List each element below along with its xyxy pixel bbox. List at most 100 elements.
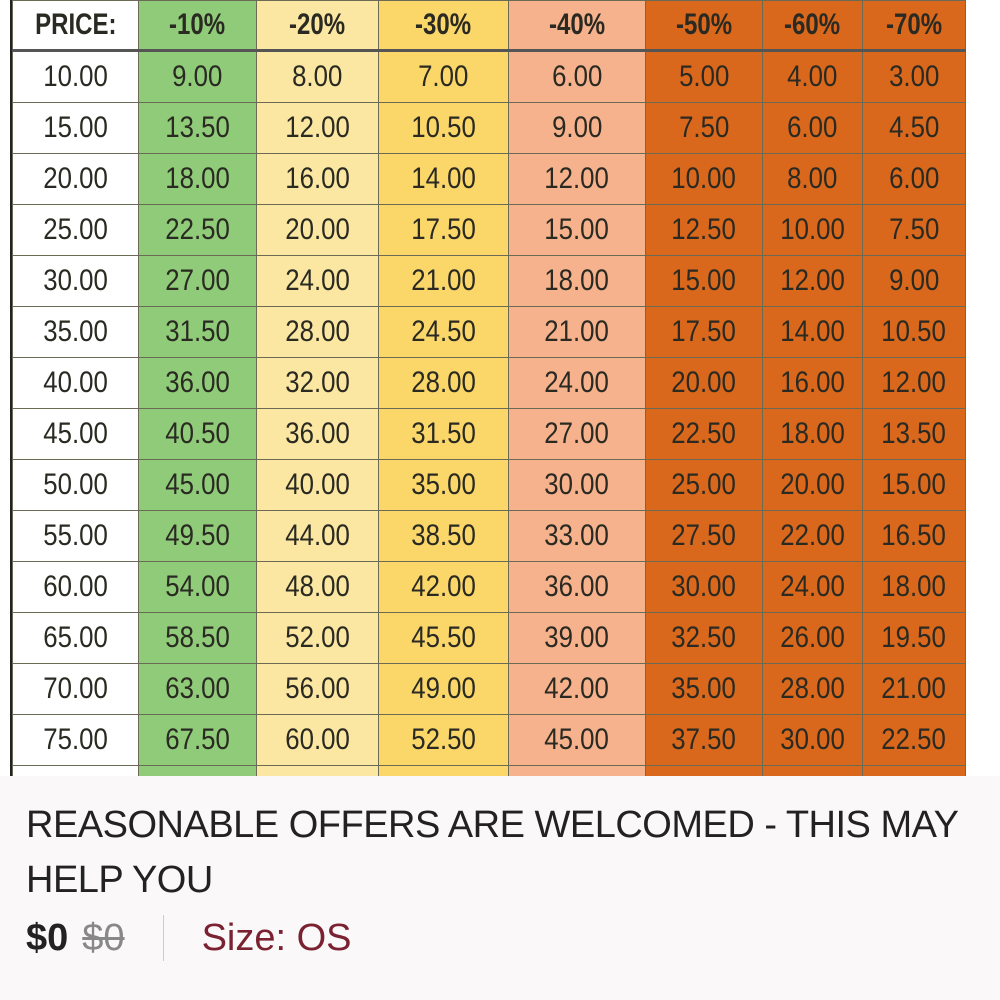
cell-text: 18.00 bbox=[544, 264, 610, 297]
table-cell: 42.00 bbox=[378, 561, 509, 613]
table-cell: 22.50 bbox=[138, 204, 257, 256]
table-cell: 67.50 bbox=[138, 714, 257, 766]
table-cell: 15.00 bbox=[862, 459, 966, 511]
cell-text: 25.00 bbox=[671, 468, 737, 501]
table-cell: 58.50 bbox=[138, 612, 257, 664]
original-price: $0 bbox=[82, 916, 125, 959]
table-cell: 25.00 bbox=[12, 204, 139, 256]
table-cell: 28.00 bbox=[762, 663, 863, 715]
cell-text: 12.00 bbox=[780, 264, 845, 297]
table-cell: 24.00 bbox=[508, 357, 646, 409]
table-cell: 39.00 bbox=[508, 612, 646, 664]
table-cell: 50.00 bbox=[12, 459, 139, 511]
table-cell: 21.00 bbox=[862, 663, 966, 715]
cell-text: 64.00 bbox=[285, 774, 350, 776]
cell-text: 30.00 bbox=[544, 468, 610, 501]
cell-text: 17.50 bbox=[411, 213, 476, 246]
table-cell: 48.00 bbox=[256, 561, 379, 613]
table-cell: 15.00 bbox=[508, 204, 646, 256]
cell-text: 7.00 bbox=[418, 60, 469, 93]
cell-text: 21.00 bbox=[544, 315, 610, 348]
cell-text: 45.00 bbox=[43, 417, 108, 450]
cell-text: 10.00 bbox=[43, 60, 108, 93]
cell-text: -10% bbox=[169, 8, 226, 41]
table-cell: 4.50 bbox=[862, 102, 966, 154]
table-cell: 32.00 bbox=[256, 357, 379, 409]
table-cell: 49.00 bbox=[378, 663, 509, 715]
table-cell: 35.00 bbox=[645, 663, 763, 715]
cell-text: 21.00 bbox=[881, 672, 947, 705]
cell-text: 35.00 bbox=[671, 672, 737, 705]
listing-price: $0 bbox=[26, 916, 69, 959]
listing-title[interactable]: REASONABLE OFFERS ARE WELCOMED - THIS MA… bbox=[26, 804, 958, 901]
listing-info: REASONABLE OFFERS ARE WELCOMED - THIS MA… bbox=[0, 776, 1000, 1000]
table-cell: 5.00 bbox=[645, 50, 763, 103]
table-cell: 64.00 bbox=[256, 765, 379, 776]
table-cell: 6.00 bbox=[508, 50, 646, 103]
cell-text: 28.00 bbox=[285, 315, 350, 348]
cell-text: 35.00 bbox=[43, 315, 108, 348]
header-cell: -10% bbox=[138, 0, 257, 52]
cell-text: 12.00 bbox=[285, 111, 350, 144]
table-cell: 42.00 bbox=[508, 663, 646, 715]
cell-text: 37.50 bbox=[671, 723, 737, 756]
price-discount-chart-image[interactable]: PRICE: -10% -20% -30% -40% -50% -60% -70% 10.00 9… bbox=[0, 0, 1000, 776]
cell-text: 4.00 bbox=[787, 60, 838, 93]
cell-text: 18.00 bbox=[881, 570, 947, 603]
table-cell: 7.50 bbox=[862, 204, 966, 256]
table-row: 65.00 58.50 52.00 45.50 39.00 32.50 26.00 19.50 bbox=[12, 612, 966, 664]
table-row: 75.00 67.50 60.00 52.50 45.00 37.50 30.00 22.50 bbox=[12, 714, 966, 766]
cell-text: 72.00 bbox=[165, 774, 230, 776]
table-cell: 24.00 bbox=[256, 255, 379, 307]
table-cell: 22.50 bbox=[862, 714, 966, 766]
table-cell: 28.00 bbox=[378, 357, 509, 409]
table-cell: 30.00 bbox=[762, 714, 863, 766]
cell-text: 15.00 bbox=[544, 213, 610, 246]
cell-text: 24.00 bbox=[882, 774, 947, 776]
cell-text: 18.00 bbox=[165, 162, 230, 195]
cell-text: 55.00 bbox=[43, 519, 108, 552]
cell-text: 32.00 bbox=[285, 366, 350, 399]
cell-text: 19.50 bbox=[881, 621, 947, 654]
cell-text: 48.00 bbox=[545, 774, 610, 776]
table-cell: 24.00 bbox=[762, 561, 863, 613]
table-cell: 13.50 bbox=[862, 408, 966, 460]
cell-text: 3.00 bbox=[888, 60, 940, 93]
table-cell: 60.00 bbox=[12, 561, 139, 613]
table-cell: 31.50 bbox=[378, 408, 509, 460]
cell-text: 30.00 bbox=[780, 723, 845, 756]
cell-text: 50.00 bbox=[43, 468, 108, 501]
cell-text: 31.50 bbox=[411, 417, 476, 450]
table-cell: 45.00 bbox=[12, 408, 139, 460]
cell-text: 15.00 bbox=[881, 468, 947, 501]
header-cell: -40% bbox=[508, 0, 646, 52]
cell-text: 18.00 bbox=[780, 417, 845, 450]
cell-text: 45.00 bbox=[544, 723, 610, 756]
cell-text: 42.00 bbox=[544, 672, 610, 705]
cell-text: 4.50 bbox=[888, 111, 940, 144]
cell-text: 31.50 bbox=[165, 315, 230, 348]
cell-text: 40.00 bbox=[672, 774, 737, 776]
cell-text: 49.50 bbox=[165, 519, 230, 552]
cell-text: 45.00 bbox=[165, 468, 230, 501]
table-cell: 40.50 bbox=[138, 408, 257, 460]
cell-text: 30.00 bbox=[671, 570, 737, 603]
cell-text: 35.00 bbox=[411, 468, 476, 501]
table-cell: 12.00 bbox=[256, 102, 379, 154]
table-cell: 16.00 bbox=[762, 357, 863, 409]
cell-text: 14.00 bbox=[780, 315, 845, 348]
table-cell: 8.00 bbox=[256, 50, 379, 103]
table-row: 25.00 22.50 20.00 17.50 15.00 12.50 10.00 7.50 bbox=[12, 204, 966, 256]
table-row: 40.00 36.00 32.00 28.00 24.00 20.00 16.00 12.00 bbox=[12, 357, 966, 409]
cell-text: 24.00 bbox=[285, 264, 350, 297]
cell-text: 5.00 bbox=[678, 60, 730, 93]
table-cell: 3.00 bbox=[862, 50, 966, 103]
header-cell: -50% bbox=[645, 0, 763, 52]
table-cell: 15.00 bbox=[645, 255, 763, 307]
cell-text: 30.00 bbox=[43, 264, 108, 297]
table-cell: 13.50 bbox=[138, 102, 257, 154]
cell-text: 36.00 bbox=[165, 366, 230, 399]
cell-text: 32.00 bbox=[780, 774, 845, 776]
table-cell: 24.00 bbox=[862, 765, 966, 776]
cell-text: PRICE: bbox=[34, 8, 117, 41]
